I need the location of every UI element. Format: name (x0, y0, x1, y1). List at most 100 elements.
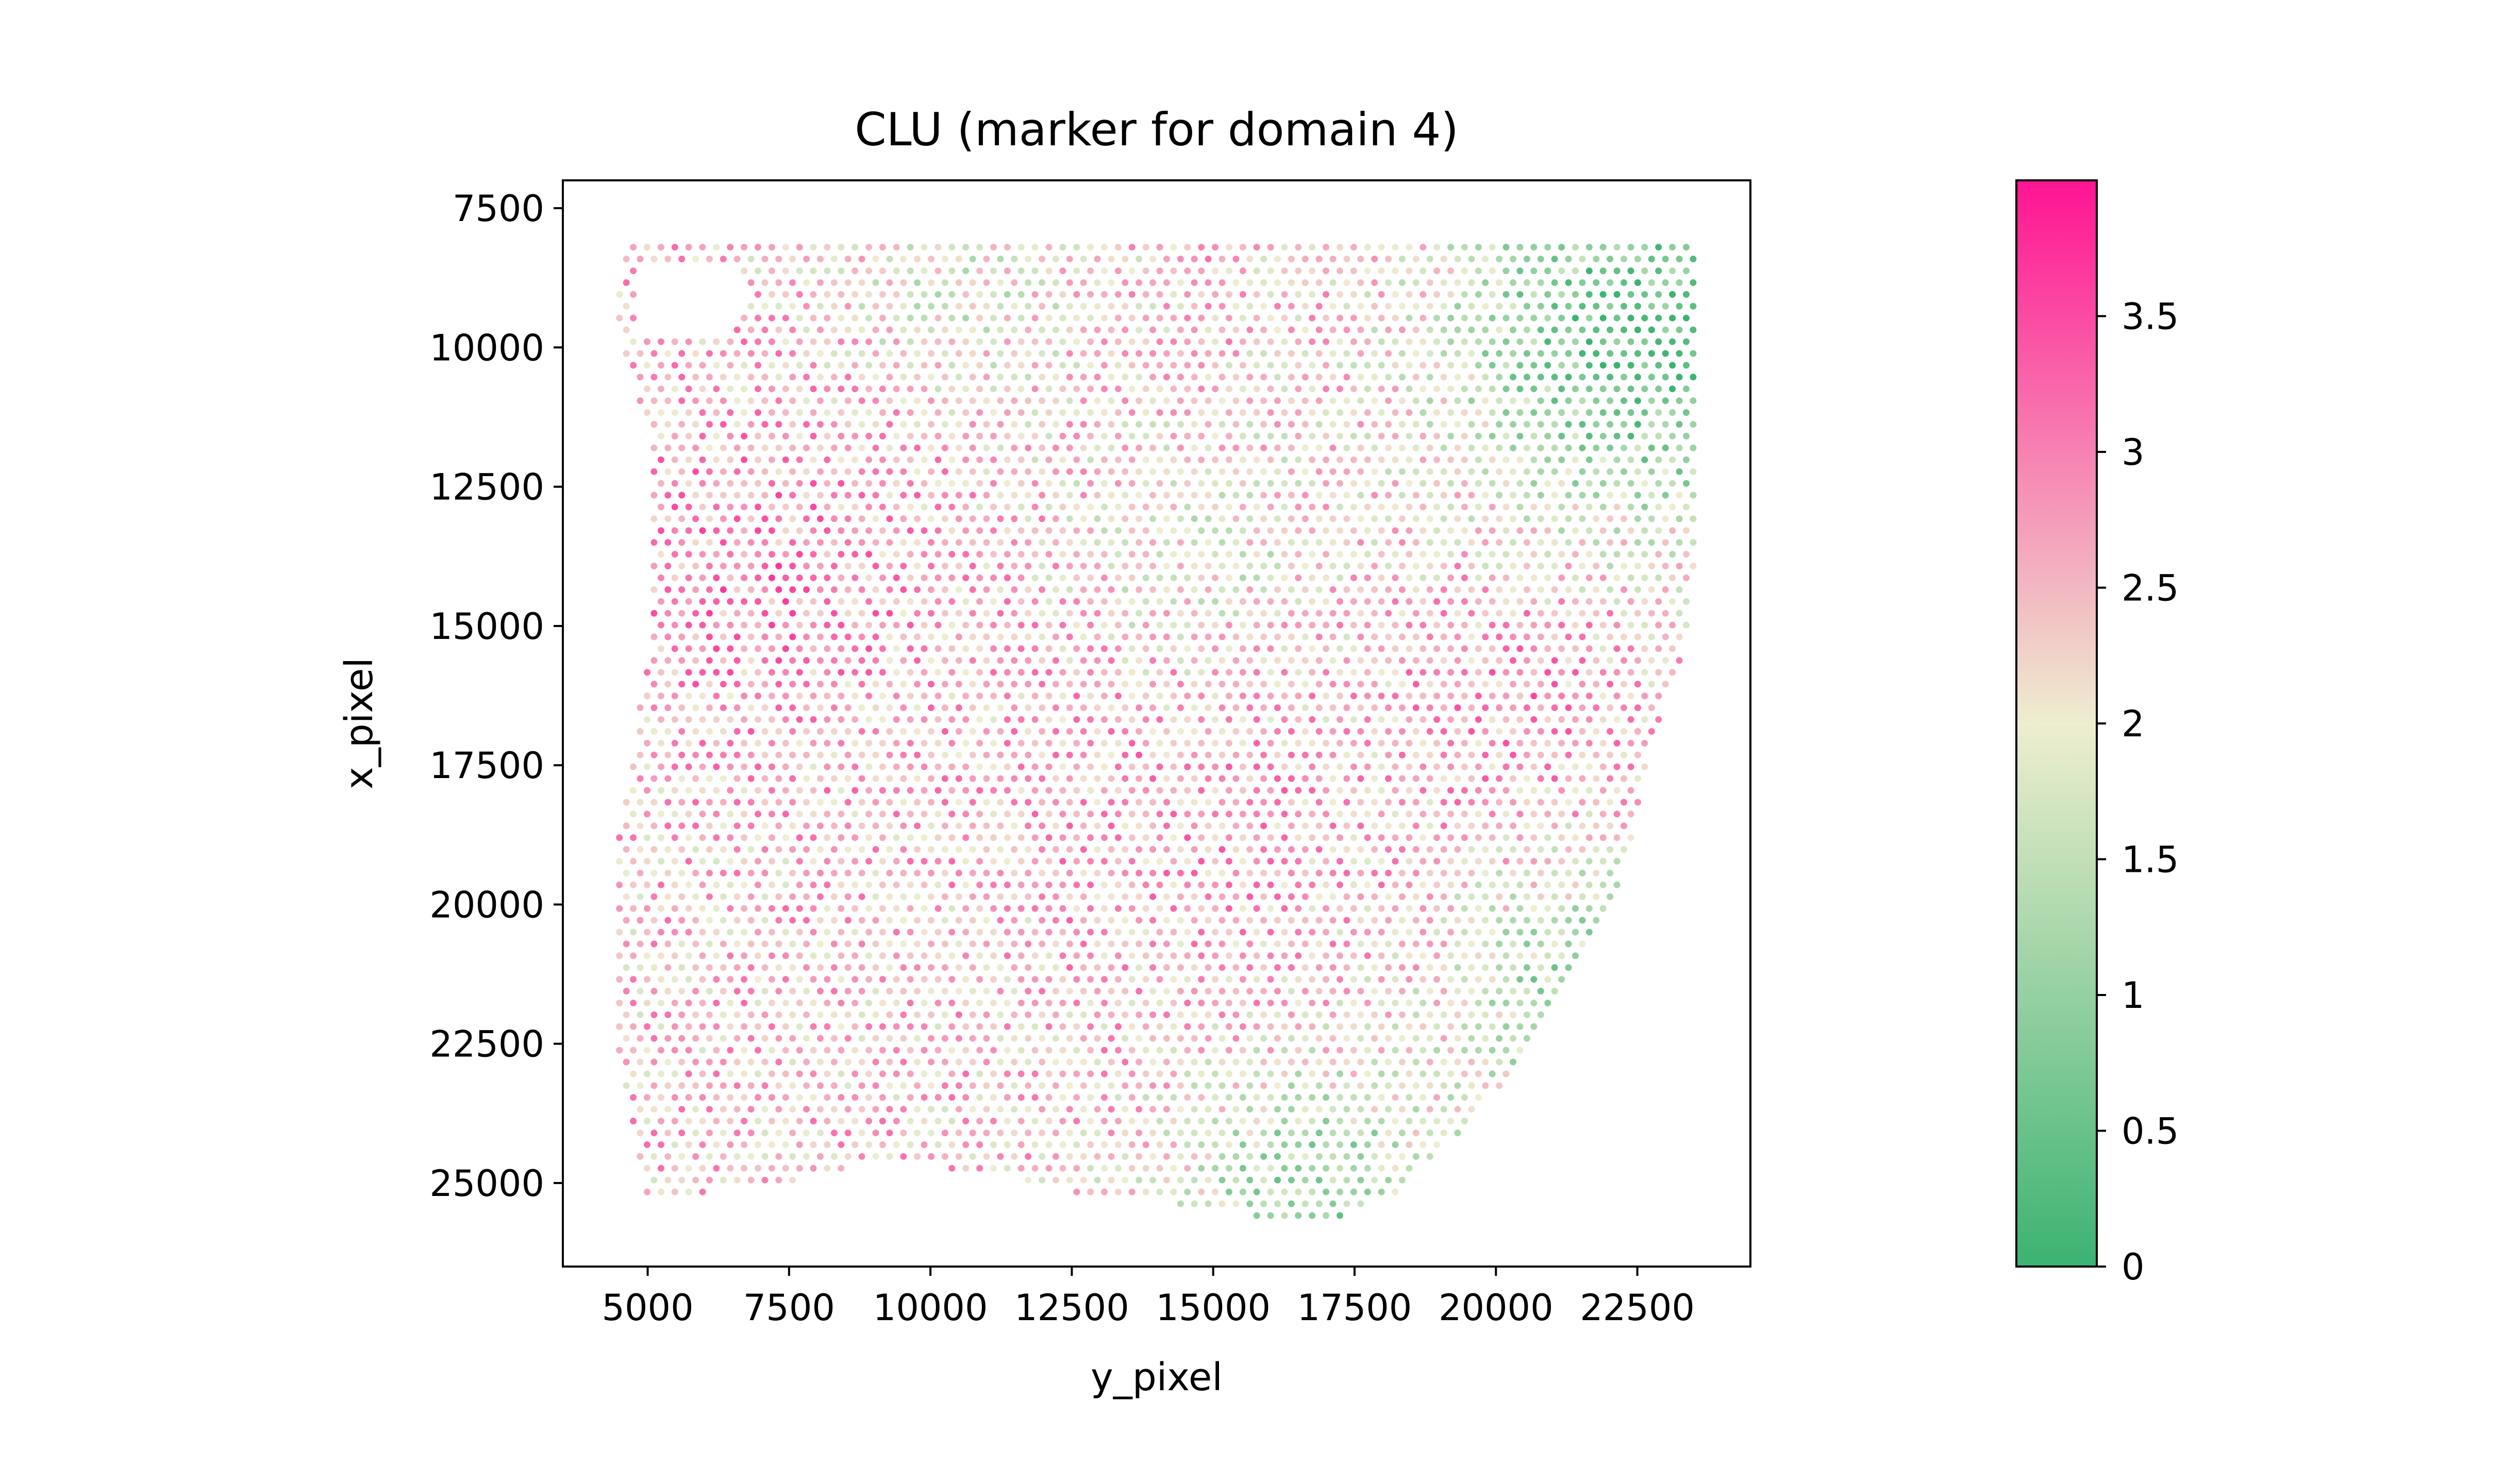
spot-point (1613, 362, 1621, 369)
spot-point (1482, 374, 1489, 381)
spot-point (830, 917, 838, 924)
spot-point (1385, 397, 1392, 404)
spot-point (741, 432, 748, 440)
spot-point (720, 468, 727, 475)
spot-point (1031, 574, 1039, 581)
spot-point (1184, 456, 1191, 463)
spot-point (1530, 338, 1538, 345)
spot-point (1461, 432, 1468, 440)
spot-point (1156, 693, 1163, 700)
spot-point (990, 432, 997, 440)
spot-point (1122, 563, 1129, 569)
spot-point (858, 302, 865, 310)
spot-point (1191, 350, 1198, 357)
spot-point (623, 1011, 630, 1018)
spot-point (1052, 917, 1059, 924)
spot-point (1170, 432, 1177, 440)
spot-point (1017, 976, 1025, 983)
spot-point (1011, 869, 1018, 876)
spot-point (1260, 256, 1267, 263)
spot-point (1461, 716, 1468, 723)
spot-point (1683, 598, 1690, 605)
spot-point (1385, 1011, 1392, 1018)
spot-point (1267, 1000, 1274, 1006)
spot-point (1101, 456, 1108, 463)
spot-point (1246, 563, 1254, 569)
spot-point (914, 846, 921, 853)
spot-point (1177, 256, 1184, 263)
spot-point (1080, 751, 1087, 758)
spot-point (761, 775, 769, 782)
spot-point (1025, 681, 1032, 688)
spot-point (1482, 822, 1489, 830)
spot-point (1412, 1011, 1419, 1018)
spot-point (1454, 728, 1461, 735)
spot-point (1461, 503, 1468, 511)
spot-point (1648, 256, 1655, 263)
spot-point (1066, 279, 1073, 286)
spot-point (1080, 515, 1087, 522)
spot-point (1073, 267, 1080, 275)
spot-point (761, 468, 769, 475)
spot-point (1516, 645, 1524, 652)
spot-point (1371, 751, 1378, 758)
spot-point (1551, 468, 1558, 475)
spot-point (990, 480, 997, 487)
spot-point (1246, 515, 1254, 522)
spot-point (1329, 610, 1337, 617)
spot-point (803, 586, 810, 593)
spot-point (1337, 929, 1343, 936)
spot-point (664, 468, 672, 475)
spot-point (1170, 456, 1177, 463)
spot-point (1468, 869, 1475, 876)
spot-point (879, 362, 886, 369)
spot-point (1537, 657, 1544, 664)
spot-point (824, 1000, 831, 1006)
spot-point (1385, 468, 1392, 475)
spot-point (1163, 563, 1170, 569)
spot-point (990, 267, 997, 275)
spot-point (1073, 527, 1080, 534)
spot-point (1371, 515, 1378, 522)
spot-point (934, 456, 942, 463)
spot-point (872, 846, 879, 853)
spot-point (1198, 362, 1205, 369)
spot-point (699, 432, 706, 440)
spot-point (1011, 492, 1018, 499)
spot-point (1045, 834, 1053, 841)
spot-point (671, 598, 678, 605)
spot-point (1004, 314, 1011, 322)
spot-point (1267, 669, 1274, 676)
spot-point (1475, 244, 1482, 251)
spot-point (1489, 621, 1496, 629)
spot-point (1385, 751, 1392, 758)
spot-point (921, 456, 928, 463)
spot-point (1039, 1011, 1046, 1018)
spot-point (1599, 857, 1607, 865)
spot-point (1274, 1035, 1281, 1042)
spot-point (830, 940, 838, 948)
spot-point (1232, 279, 1240, 286)
spot-point (893, 929, 900, 936)
spot-point (727, 598, 734, 605)
spot-point (983, 279, 990, 286)
spot-point (671, 929, 678, 936)
spot-point (1412, 326, 1419, 333)
spot-point (1621, 397, 1627, 404)
spot-point (1433, 857, 1441, 865)
spot-point (1128, 432, 1135, 440)
spot-point (914, 397, 921, 404)
spot-point (1599, 551, 1607, 558)
spot-point (1510, 869, 1516, 876)
spot-point (921, 574, 928, 581)
spot-point (1433, 385, 1441, 393)
spot-point (1205, 279, 1212, 286)
spot-point (733, 610, 741, 617)
spot-point (803, 468, 810, 475)
spot-point (969, 751, 976, 758)
spot-point (941, 397, 948, 404)
spot-point (1017, 905, 1025, 912)
spot-point (844, 374, 851, 381)
spot-point (1011, 374, 1018, 381)
spot-point (1031, 763, 1039, 770)
